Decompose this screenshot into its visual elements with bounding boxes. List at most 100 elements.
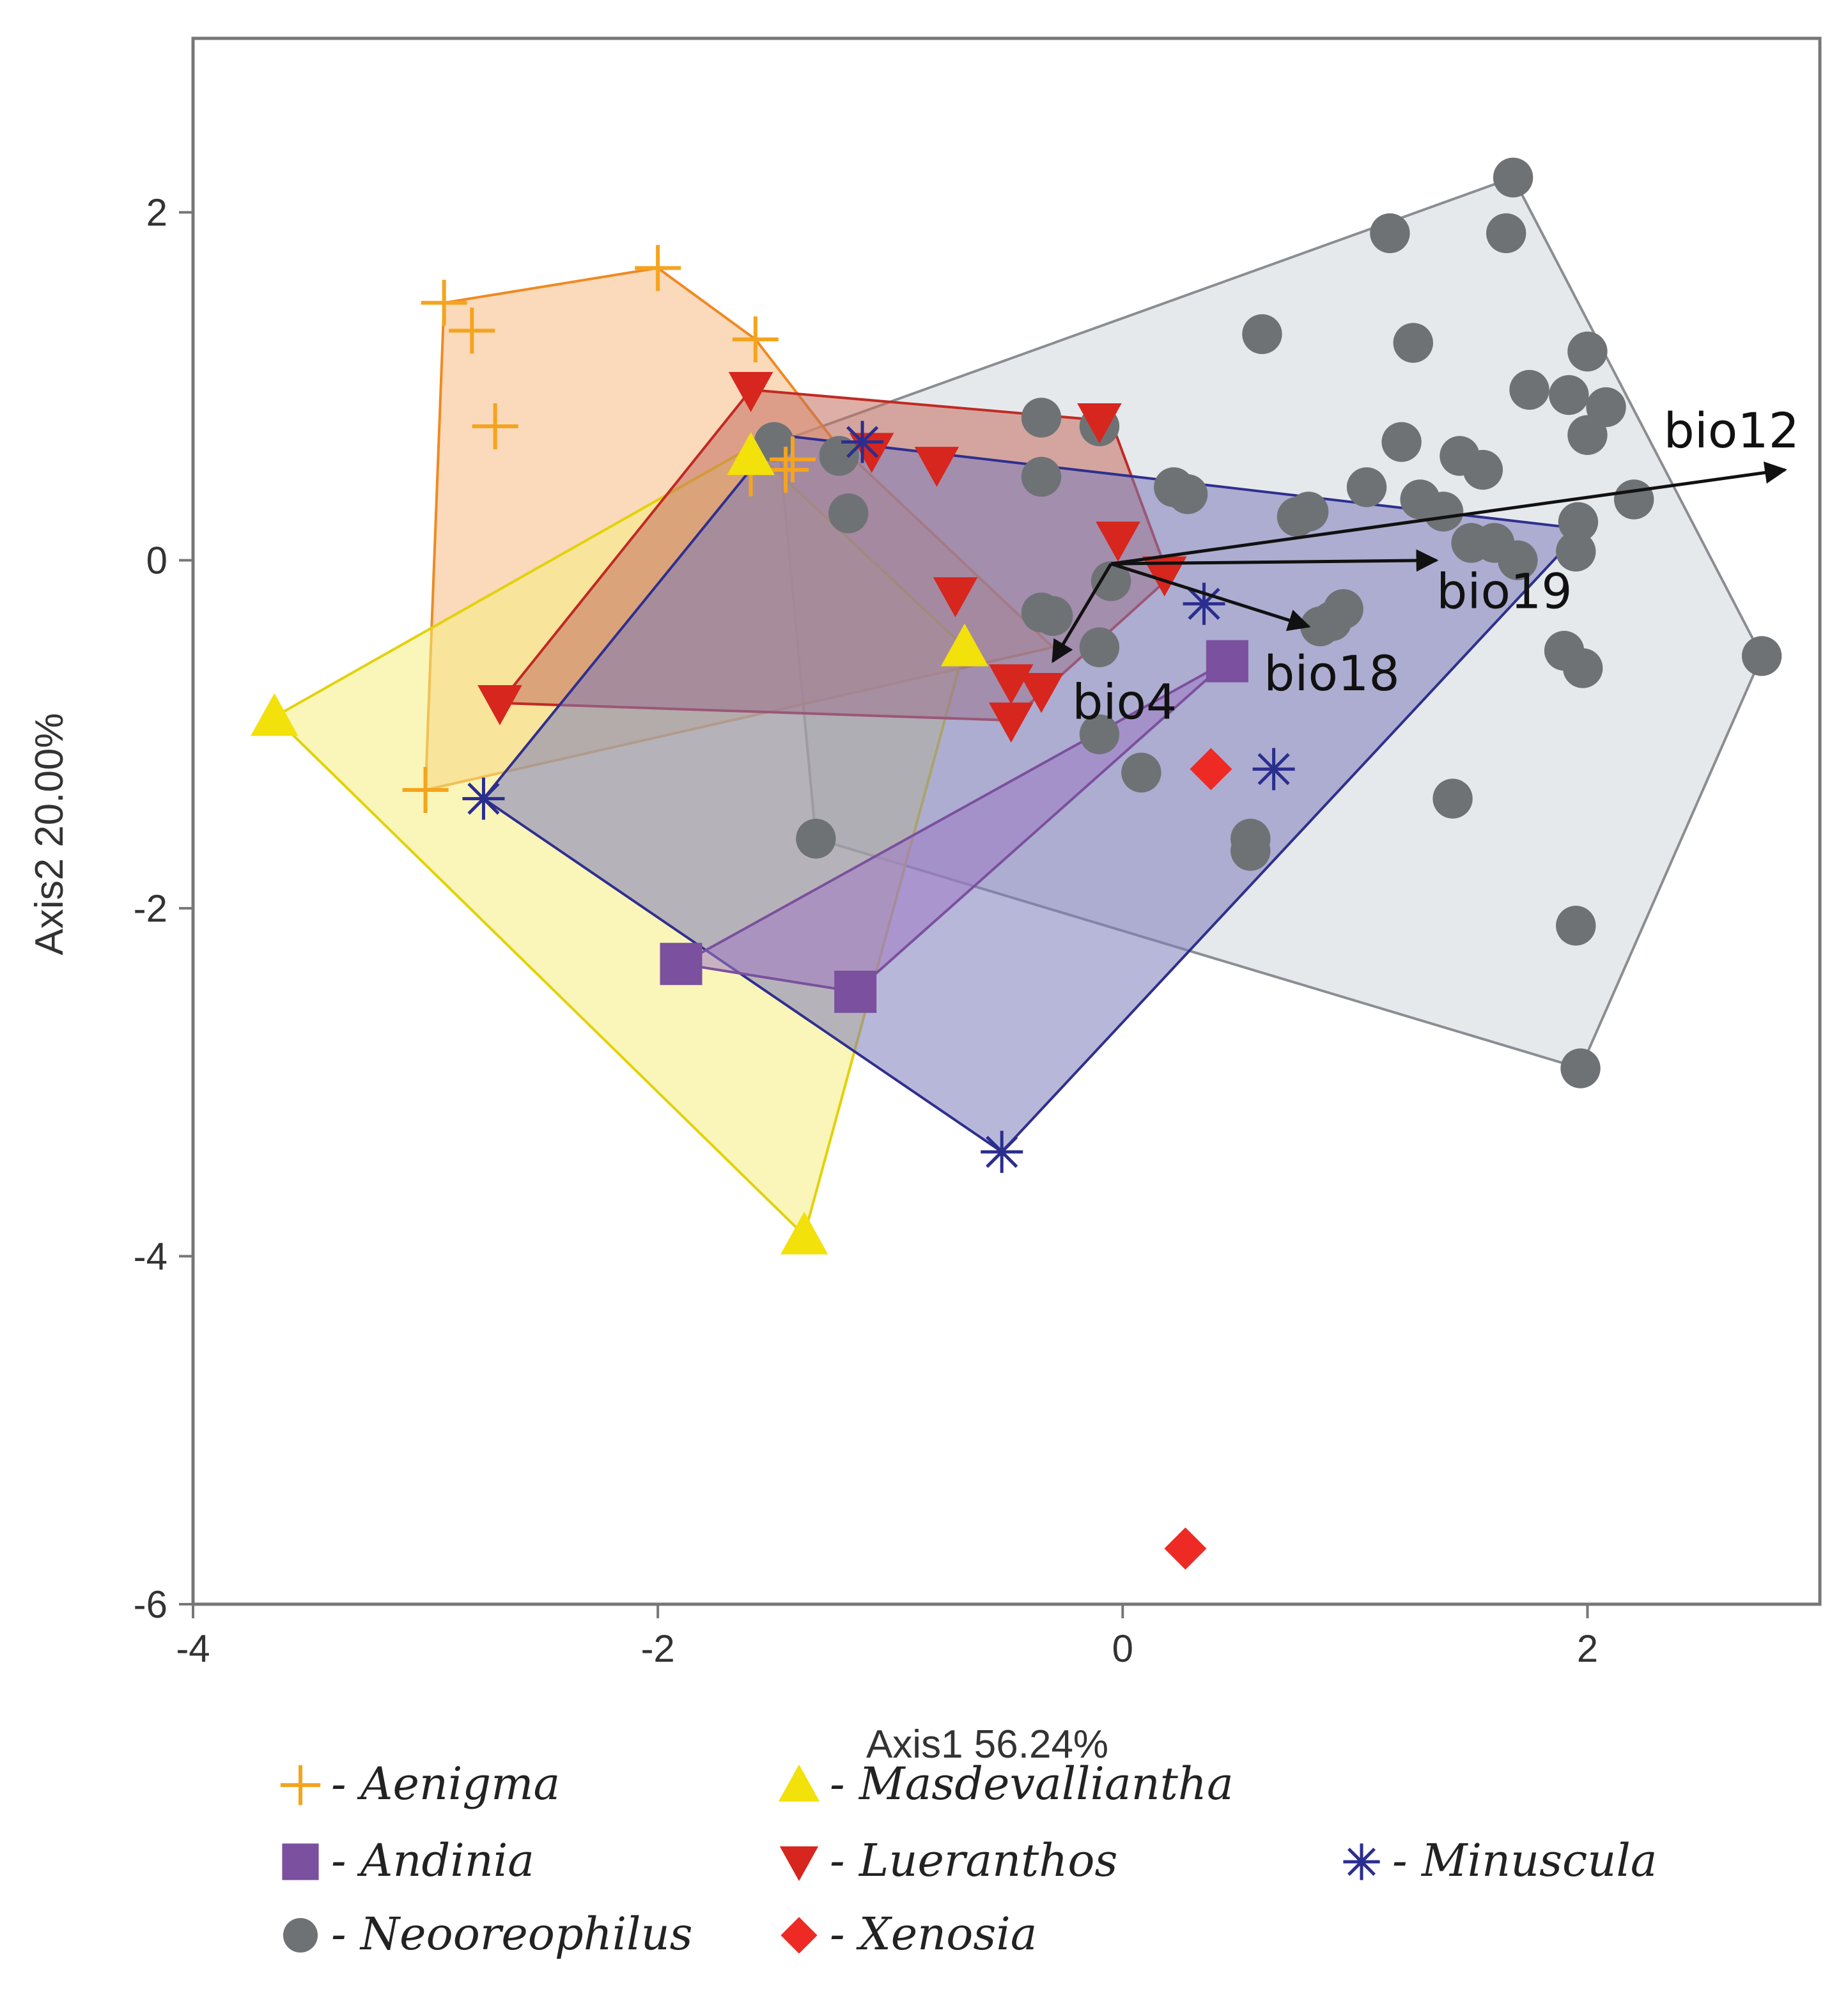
- legend-marker-square: [282, 1843, 319, 1880]
- point-lueranthos: [1142, 556, 1187, 597]
- point-neooreophilus: [1231, 831, 1271, 871]
- point-neooreophilus: [1079, 714, 1120, 755]
- x-tick-label: 0: [1112, 1627, 1133, 1670]
- point-andinia: [1206, 640, 1248, 683]
- point-masdevalliantha: [251, 693, 299, 736]
- point-neooreophilus: [1560, 1048, 1601, 1088]
- point-lueranthos: [478, 685, 522, 725]
- point-neooreophilus: [1242, 314, 1282, 354]
- bioclim-vectors: bio12 bio19 bio18 bio4: [1052, 402, 1799, 731]
- point-neooreophilus: [1079, 627, 1120, 667]
- legend-item: - Minuscula: [1343, 1834, 1657, 1887]
- legend-item: - Aenigma: [280, 1758, 560, 1810]
- point-lueranthos: [933, 577, 978, 617]
- point-neooreophilus: [1277, 497, 1317, 537]
- legend-item: - Lueranthos: [779, 1834, 1117, 1887]
- point-neooreophilus: [1509, 369, 1549, 410]
- point-aenigma: [770, 436, 816, 483]
- point-neooreophilus: [1033, 596, 1073, 636]
- legend-label: - Lueranthos: [830, 1834, 1117, 1887]
- y-tick-label: -4: [134, 1235, 167, 1278]
- x-tick-label: -2: [641, 1627, 674, 1670]
- point-neooreophilus: [1393, 323, 1433, 363]
- legend: - Aenigma - Masdevalliantha - Andinia - Lue…: [280, 1758, 1657, 1960]
- point-xenosia: [1164, 1527, 1207, 1570]
- y-tick-label: -6: [134, 1583, 167, 1626]
- legend-label: - Neooreophilus: [331, 1908, 693, 1960]
- point-neooreophilus: [1493, 157, 1534, 197]
- legend-item: - Xenosia: [780, 1908, 1037, 1960]
- series-xenosia: [1164, 748, 1232, 1570]
- legend-label: - Aenigma: [331, 1758, 560, 1810]
- y-axis-title: Axis2 20.00%: [27, 713, 72, 955]
- legend-label: - Masdevalliantha: [830, 1758, 1234, 1810]
- vector-arrow-bio12: [1110, 461, 1787, 566]
- point-lueranthos: [914, 447, 959, 487]
- legend-marker-plus: [280, 1765, 321, 1806]
- point-minuscula: [841, 421, 884, 463]
- legend-item: - Andinia: [282, 1834, 534, 1887]
- point-andinia: [660, 943, 703, 986]
- series-minuscula: [462, 421, 1295, 1173]
- point-neooreophilus: [1021, 398, 1062, 438]
- point-neooreophilus: [1167, 474, 1208, 514]
- x-tick-label: -4: [176, 1627, 210, 1670]
- legend-item: - Neooreophilus: [283, 1908, 693, 1960]
- point-neooreophilus: [1091, 561, 1131, 601]
- legend-item: - Masdevalliantha: [778, 1758, 1234, 1810]
- axes: -4 -2 0 2-6-4-202: [134, 191, 1598, 1670]
- point-aenigma: [635, 245, 681, 291]
- point-neooreophilus: [1567, 331, 1608, 372]
- point-neooreophilus: [1370, 213, 1410, 254]
- point-neooreophilus: [1556, 531, 1596, 572]
- point-minuscula: [1183, 582, 1225, 625]
- point-xenosia: [1190, 748, 1232, 791]
- point-neooreophilus: [1549, 375, 1589, 415]
- point-neooreophilus: [1741, 636, 1782, 676]
- vector-arrow-bio4: [1052, 562, 1113, 663]
- legend-marker-diamond: [780, 1917, 818, 1954]
- point-neooreophilus: [1021, 456, 1062, 497]
- point-aenigma: [732, 316, 779, 362]
- point-aenigma: [421, 279, 467, 326]
- point-neooreophilus: [1567, 415, 1608, 455]
- x-tick-label: 2: [1577, 1627, 1598, 1670]
- point-lueranthos: [728, 372, 773, 412]
- vector-label-bio18: bio18: [1264, 645, 1400, 702]
- point-aenigma: [449, 307, 495, 354]
- legend-label: - Xenosia: [830, 1908, 1037, 1960]
- point-neooreophilus: [819, 436, 859, 476]
- plot-frame: [191, 36, 1822, 1606]
- point-neooreophilus: [1463, 449, 1503, 490]
- point-neooreophilus: [1121, 752, 1161, 793]
- point-neooreophilus: [1381, 422, 1422, 462]
- series-masdevalliantha: [251, 432, 989, 1255]
- y-tick-label: 2: [146, 191, 167, 234]
- series-andinia: [660, 640, 1248, 1013]
- point-masdevalliantha: [727, 432, 775, 476]
- series-lueranthos: [478, 372, 1187, 743]
- x-axis-title: Axis1 56.24%: [866, 1722, 1108, 1767]
- point-neooreophilus: [1613, 479, 1654, 520]
- legend-label: - Minuscula: [1392, 1834, 1657, 1887]
- y-tick-label: -2: [134, 887, 167, 930]
- vector-arrow-bio18: [1110, 562, 1311, 631]
- point-lueranthos: [988, 702, 1034, 743]
- point-neooreophilus: [1433, 778, 1473, 819]
- point-aenigma: [402, 767, 449, 813]
- point-neooreophilus: [1498, 540, 1538, 580]
- point-minuscula: [1252, 748, 1295, 791]
- y-tick-label: 0: [146, 539, 167, 582]
- point-minuscula: [981, 1131, 1023, 1173]
- point-andinia: [834, 970, 877, 1013]
- legend-marker-triangle: [778, 1764, 820, 1802]
- point-neooreophilus: [1556, 906, 1596, 946]
- point-lueranthos: [1077, 403, 1122, 444]
- point-neooreophilus: [1558, 502, 1599, 542]
- vector-label-bio4: bio4: [1072, 674, 1177, 731]
- legend-marker-asterisk: [1343, 1843, 1380, 1880]
- point-neooreophilus: [1486, 213, 1526, 254]
- point-neooreophilus: [1423, 491, 1464, 532]
- legend-marker-circle: [283, 1917, 318, 1953]
- point-neooreophilus: [1562, 648, 1603, 688]
